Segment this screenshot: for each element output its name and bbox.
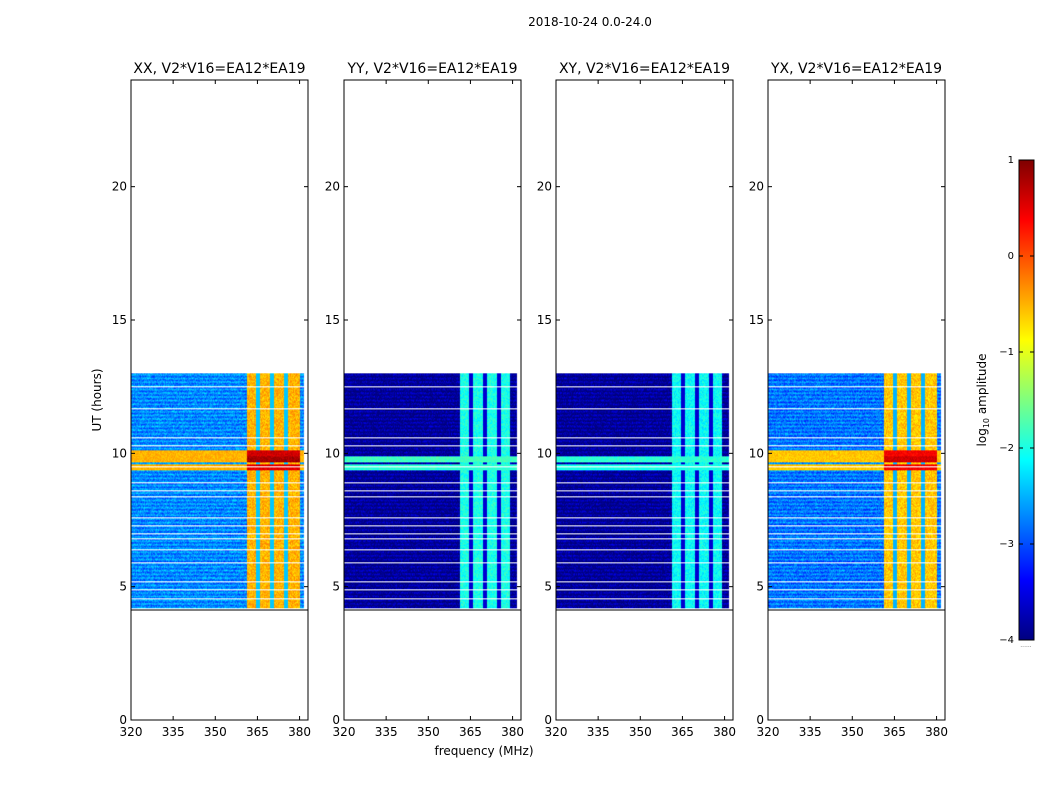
panel-frame bbox=[767, 79, 946, 721]
y-tick-label: 15 bbox=[325, 313, 340, 327]
x-tick-label: 380 bbox=[501, 725, 524, 739]
y-tick-label: 15 bbox=[537, 313, 552, 327]
x-tick-label: 380 bbox=[713, 725, 736, 739]
y-tick-label: 0 bbox=[119, 713, 127, 727]
x-tick-label: 320 bbox=[333, 725, 356, 739]
y-tick-label: 5 bbox=[119, 580, 127, 594]
colorbar-tick-label: −2 bbox=[999, 443, 1014, 454]
x-tick-label: 350 bbox=[417, 725, 440, 739]
panel-1: YY, V2*V16=EA12*EA19 320 335 350 365 380 0 5 10 1… bbox=[325, 61, 524, 739]
x-tick-label: 365 bbox=[671, 725, 694, 739]
heatmap-raster bbox=[344, 373, 521, 609]
panel-frame bbox=[555, 79, 734, 721]
colorbar-tick-label: 0 bbox=[1008, 251, 1014, 262]
y-tick-label: 10 bbox=[112, 446, 127, 460]
y-tick-label: 10 bbox=[537, 446, 552, 460]
y-tick-label: 10 bbox=[749, 446, 764, 460]
figure-suptitle: 2018-10-24 0.0-24.0 bbox=[528, 15, 652, 29]
x-tick-label: 335 bbox=[799, 725, 822, 739]
x-tick-label: 365 bbox=[883, 725, 906, 739]
panel-3: YX, V2*V16=EA12*EA19 320 335 350 365 380 0 5 10 1… bbox=[749, 61, 948, 739]
x-tick-label: 335 bbox=[375, 725, 398, 739]
x-tick-label: 320 bbox=[757, 725, 780, 739]
panel-0: XX, V2*V16=EA12*EA19 320 335 350 365 380 0 5 10 1… bbox=[112, 61, 311, 739]
panel-title: XY, V2*V16=EA12*EA19 bbox=[559, 61, 730, 77]
x-tick-label: 365 bbox=[246, 725, 269, 739]
panels-group: XX, V2*V16=EA12*EA19 320 335 350 365 380 0 5 10 1… bbox=[112, 61, 948, 739]
y-tick-label: 0 bbox=[332, 713, 340, 727]
heatmap-raster bbox=[556, 373, 733, 609]
x-tick-label: 380 bbox=[288, 725, 311, 739]
y-tick-label: 0 bbox=[756, 713, 764, 727]
y-tick-label: 5 bbox=[544, 580, 552, 594]
y-tick-label: 15 bbox=[749, 313, 764, 327]
colorbar: 1 0 −1 −2 −3 −4 log10 amplitude ...... bbox=[975, 155, 1035, 649]
y-tick-label: 20 bbox=[537, 180, 552, 194]
x-tick-label: 320 bbox=[120, 725, 143, 739]
panel-title: XX, V2*V16=EA12*EA19 bbox=[133, 61, 305, 77]
colorbar-tick-label: 1 bbox=[1008, 155, 1014, 166]
heatmap-raster bbox=[131, 373, 308, 609]
y-tick-label: 20 bbox=[749, 180, 764, 194]
y-tick-label: 10 bbox=[325, 446, 340, 460]
x-tick-label: 365 bbox=[459, 725, 482, 739]
panel-2: XY, V2*V16=EA12*EA19 320 335 350 365 380 0 5 10 1… bbox=[537, 61, 736, 739]
x-tick-label: 335 bbox=[162, 725, 185, 739]
colorbar-tick-label: −3 bbox=[999, 539, 1014, 550]
y-tick-label: 20 bbox=[325, 180, 340, 194]
colorbar-gradient bbox=[1018, 159, 1035, 641]
y-tick-label: 5 bbox=[756, 580, 764, 594]
panel-frame bbox=[343, 79, 522, 721]
x-tick-label: 380 bbox=[925, 725, 948, 739]
y-tick-label: 15 bbox=[112, 313, 127, 327]
panel-frame bbox=[130, 79, 309, 721]
x-tick-label: 350 bbox=[629, 725, 652, 739]
x-tick-label: 335 bbox=[587, 725, 610, 739]
colorbar-label: log10 amplitude bbox=[975, 354, 991, 447]
y-tick-label: 20 bbox=[112, 180, 127, 194]
colorbar-tick-label: −1 bbox=[999, 347, 1014, 358]
x-tick-label: 350 bbox=[204, 725, 227, 739]
y-tick-label: 5 bbox=[332, 580, 340, 594]
colorbar-tick-label: −4 bbox=[999, 635, 1014, 646]
y-tick-label: 0 bbox=[544, 713, 552, 727]
panel-title: YY, V2*V16=EA12*EA19 bbox=[346, 61, 517, 77]
panel-title: YX, V2*V16=EA12*EA19 bbox=[770, 61, 942, 77]
y-axis-label: UT (hours) bbox=[90, 368, 104, 431]
x-axis-label: frequency (MHz) bbox=[434, 744, 533, 758]
x-tick-label: 350 bbox=[841, 725, 864, 739]
colorbar-ticks: 1 0 −1 −2 −3 −4 bbox=[999, 155, 1034, 646]
colorbar-footer: ...... bbox=[1020, 642, 1032, 649]
x-tick-label: 320 bbox=[545, 725, 568, 739]
heatmap-raster bbox=[768, 373, 945, 609]
